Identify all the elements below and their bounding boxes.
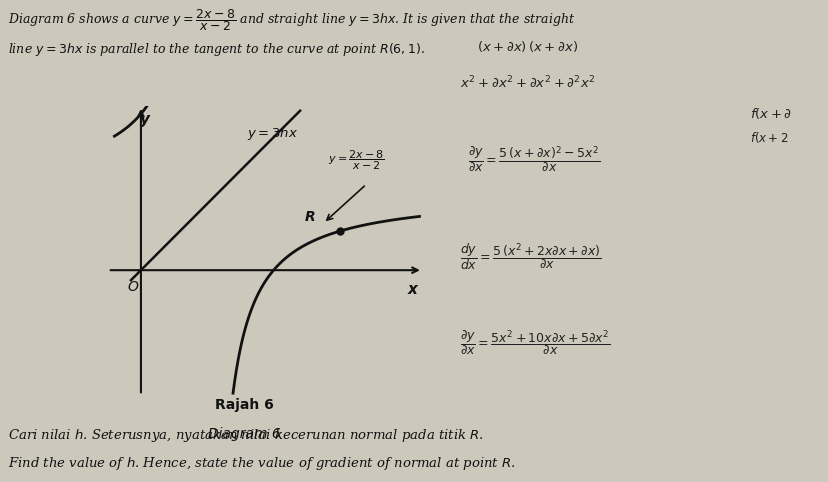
Text: $\dfrac{\partial y}{\partial x} = \dfrac{5\,(x+\partial x)^2 - 5x^2}{\partial x}: $\dfrac{\partial y}{\partial x} = \dfrac… (468, 145, 600, 175)
Text: R: R (305, 210, 315, 224)
Text: $f(x+\partial$: $f(x+\partial$ (749, 106, 792, 121)
Text: $y = \dfrac{2x-8}{x-2}$: $y = \dfrac{2x-8}{x-2}$ (328, 149, 384, 173)
Text: Cari nilai $h$. Seterusnya, nyatakan nilai kecerunan normal pada titik $R$.: Cari nilai $h$. Seterusnya, nyatakan nil… (8, 427, 484, 443)
Text: y: y (140, 112, 150, 127)
Text: O: O (127, 280, 138, 294)
Text: $\dfrac{dy}{dx} = \dfrac{5\,(x^2 + 2x\partial x + \partial x)}{\partial x}$: $\dfrac{dy}{dx} = \dfrac{5\,(x^2 + 2x\pa… (460, 241, 601, 272)
Text: Find the value of $h$. Hence, state the value of gradient of normal at point $R$: Find the value of $h$. Hence, state the … (8, 455, 516, 472)
Text: Rajah 6: Rajah 6 (215, 398, 273, 412)
Text: $x^2 + \partial x^2 + \partial x^2 + \partial^2 x^2$: $x^2 + \partial x^2 + \partial x^2 + \pa… (460, 75, 595, 91)
Text: $y = 3hx$: $y = 3hx$ (247, 125, 298, 142)
Text: $(x+\partial x)\,(x+\partial x)$: $(x+\partial x)\,(x+\partial x)$ (476, 39, 577, 54)
Text: line $y = 3hx$ is parallel to the tangent to the curve at point $R(6, 1)$.: line $y = 3hx$ is parallel to the tangen… (8, 41, 425, 58)
Text: $\dfrac{\partial y}{\partial x} = \dfrac{5x^2 + 10x\partial x + 5\partial x^2}{\: $\dfrac{\partial y}{\partial x} = \dfrac… (460, 328, 610, 357)
Text: Diagram 6 shows a curve $y = \dfrac{2x-8}{x-2}$ and straight line $y = 3hx$. It : Diagram 6 shows a curve $y = \dfrac{2x-8… (8, 7, 575, 33)
Text: $f(x+2$: $f(x+2$ (749, 130, 787, 145)
Text: Diagram 6: Diagram 6 (208, 427, 281, 441)
Text: x: x (407, 282, 417, 297)
